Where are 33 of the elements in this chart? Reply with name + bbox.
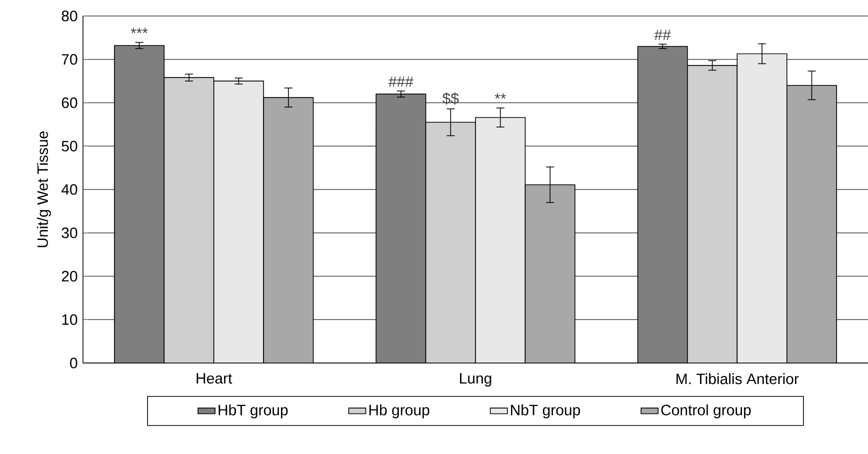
y-tick-label: 70 [62,54,78,65]
x-tick-label: M. Tibialis Anterior [676,373,799,384]
bar [264,98,314,363]
y-tick-label: 50 [62,140,78,152]
legend-label: Control group [661,404,751,418]
y-tick-label: 60 [62,97,78,108]
legend-label: NbT group [511,404,580,418]
bar [476,117,526,363]
y-tick-label: 30 [62,228,78,238]
x-tick-label: Heart [196,373,232,384]
data-label: ## [654,30,671,40]
data-label: *** [130,28,148,34]
bar [114,45,164,363]
bar [214,81,264,363]
y-tick-label: 40 [61,184,78,195]
x-tick-label: Lung [460,373,492,387]
bar [736,53,788,363]
bar [164,78,214,363]
legend-label: HbT group [218,404,288,418]
bar [525,184,575,363]
bar [786,84,837,363]
data-label: ** [494,93,506,99]
bar [426,122,476,363]
legend-label: Hb group [369,404,430,418]
data-label: ### [388,76,414,87]
y-tick-label: 20 [62,270,78,282]
y-tick-label: 80 [62,10,78,22]
y-tick-label: 0 [70,358,78,368]
y-axis-title: Unit/g Wet Tissue [36,131,51,248]
bar [687,65,738,363]
bar [637,46,688,363]
bar [376,94,426,363]
y-tick-label: 10 [62,314,78,325]
